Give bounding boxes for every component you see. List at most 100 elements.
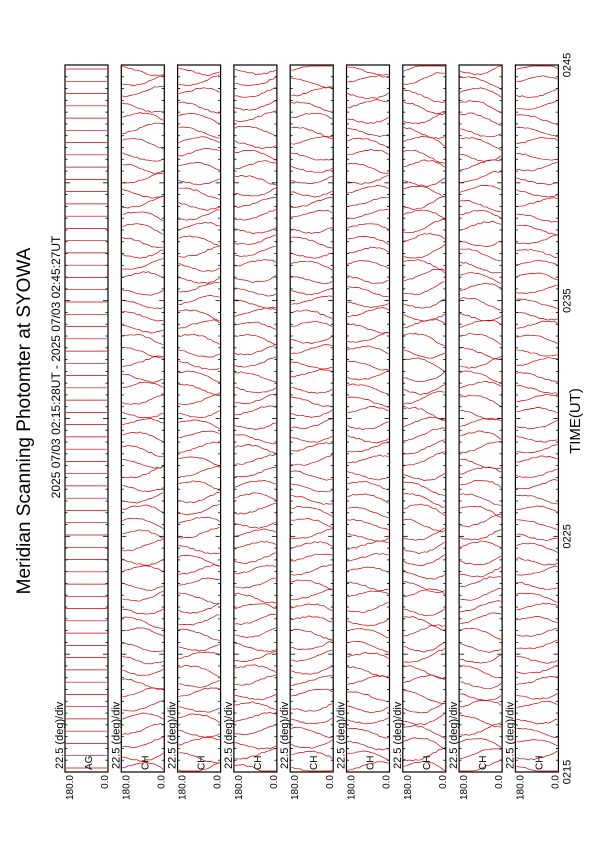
trace-line <box>234 234 277 245</box>
trace-line <box>291 518 333 528</box>
trace-line <box>178 577 220 586</box>
panel-frame <box>233 64 278 773</box>
trace-line <box>516 693 558 700</box>
trace-line <box>122 299 164 310</box>
trace-line <box>178 516 220 524</box>
x-tick-label: 0215 <box>561 760 573 784</box>
trace-line <box>234 125 277 137</box>
trace-line <box>347 275 389 284</box>
trace-line <box>347 185 389 194</box>
trace-line <box>516 393 558 402</box>
trace-line <box>234 197 276 208</box>
trace-line <box>178 761 220 772</box>
trace-line <box>516 213 558 223</box>
trace-line <box>178 752 220 764</box>
panel-traces <box>459 65 502 772</box>
trace-line <box>459 529 502 541</box>
trace-line <box>122 687 164 698</box>
trace-line <box>234 712 276 722</box>
trace-line <box>347 590 389 598</box>
trace-line <box>403 527 445 541</box>
trace-line <box>403 518 445 533</box>
trace-line <box>122 355 164 368</box>
panel-traces <box>403 65 446 771</box>
trace-line <box>460 643 502 653</box>
trace-line <box>122 373 164 383</box>
trace-line <box>122 289 164 296</box>
trace-line <box>460 654 502 664</box>
trace-line <box>347 174 389 185</box>
trace-line <box>178 309 220 322</box>
trace-line <box>234 528 277 537</box>
trace-line <box>347 148 389 156</box>
trace-line <box>178 480 220 492</box>
trace-line <box>460 600 502 613</box>
y-tick-label-top: 180.0 <box>234 775 245 800</box>
trace-line <box>460 681 502 690</box>
trace-line <box>347 246 389 254</box>
trace-line <box>403 313 446 322</box>
trace-line <box>291 227 333 234</box>
trace-line <box>403 472 445 481</box>
trace-line <box>178 687 220 697</box>
trace-line <box>516 189 558 198</box>
trace-line <box>178 736 220 746</box>
trace-line <box>178 360 220 371</box>
trace-line <box>403 233 446 242</box>
trace-line <box>516 371 558 382</box>
trace-line <box>178 526 220 539</box>
trace-line <box>516 739 558 747</box>
trace-line <box>234 100 277 111</box>
trace-line <box>403 149 445 164</box>
trace-line <box>460 171 502 184</box>
trace-line <box>291 666 333 675</box>
trace-line <box>234 492 277 501</box>
trace-line <box>122 112 164 121</box>
trace-line <box>516 505 558 512</box>
panel-scale-label: 22.5 (deg)/div <box>279 701 291 769</box>
panel-traces <box>347 66 389 771</box>
trace-line <box>459 297 502 311</box>
trace-line <box>234 603 277 610</box>
trace-line <box>122 211 164 222</box>
trace-line <box>178 333 220 345</box>
trace-line <box>516 248 558 259</box>
trace-line <box>178 209 220 221</box>
trace-line <box>403 712 446 726</box>
trace-line <box>291 750 333 759</box>
trace-line <box>178 503 220 516</box>
trace-line <box>403 761 445 771</box>
trace-line <box>234 723 277 736</box>
trace-line <box>122 170 164 184</box>
trace-line <box>460 410 502 421</box>
trace-line <box>122 431 164 442</box>
trace-line <box>234 664 277 673</box>
trace-line <box>291 260 333 271</box>
trace-line <box>460 566 502 578</box>
trace-line <box>178 419 220 430</box>
panel-channel-label: CH <box>422 756 433 770</box>
trace-line <box>122 616 164 629</box>
x-tick-labels: 0215 0225 0235 0245 <box>561 53 573 784</box>
trace-line <box>516 126 558 138</box>
trace-line <box>403 90 445 103</box>
panel-channel-label: CH <box>253 756 264 770</box>
y-tick-label-top: 180.0 <box>178 775 189 800</box>
trace-line <box>403 101 445 116</box>
trace-line <box>291 396 333 407</box>
trace-line <box>178 202 220 211</box>
trace-line <box>291 236 333 249</box>
trace-line <box>403 569 445 580</box>
trace-line <box>234 333 277 346</box>
panel-scale-label: 22.5 (deg)/div <box>167 701 179 769</box>
trace-line <box>178 384 220 396</box>
trace-line <box>291 65 333 71</box>
trace-line <box>122 381 164 388</box>
trace-line <box>291 727 333 739</box>
trace-line <box>460 220 502 231</box>
trace-line <box>516 334 558 344</box>
trace-line <box>459 261 502 274</box>
trace-line <box>403 581 445 594</box>
y-tick-label-top: 180.0 <box>65 775 76 800</box>
trace-line <box>291 336 333 345</box>
